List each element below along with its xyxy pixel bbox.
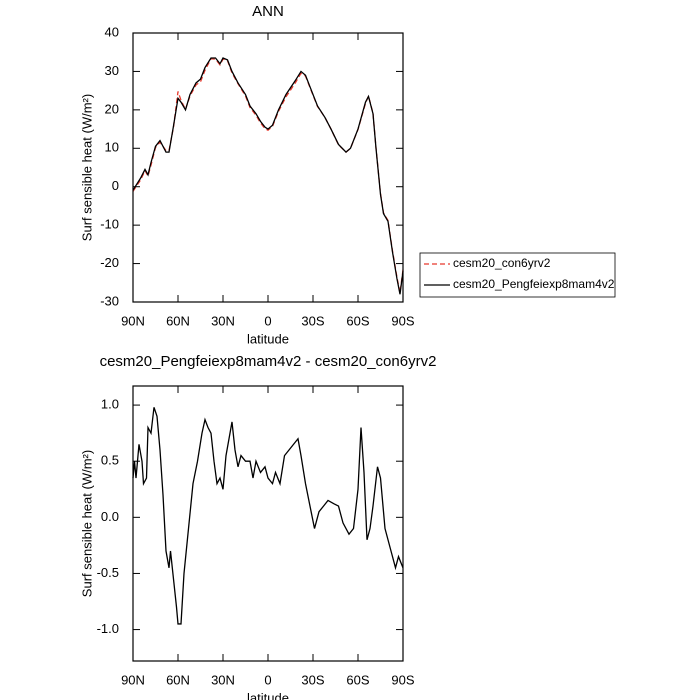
legend-label: cesm20_con6yrv2	[453, 256, 551, 270]
y-tick-label: -20	[100, 255, 119, 270]
legend-box	[419, 252, 616, 298]
x-tick-label: 60S	[346, 313, 369, 328]
y-tick-label: 0	[112, 178, 119, 193]
y-tick-label: 0.0	[101, 509, 119, 524]
data-line	[132, 57, 404, 295]
y-tick-label: -10	[100, 217, 119, 232]
x-tick-label: 0	[264, 313, 271, 328]
panel: ANN latitude Surf sensible heat (W/m²) 40 30…	[79, 3, 616, 346]
panel: cesm20_Pengfeiexp8mam4v2 - cesm20_con6yr…	[79, 353, 436, 700]
y-tick-label: 0.5	[101, 453, 119, 468]
data-line	[132, 407, 404, 625]
x-tick-label: 60N	[166, 672, 190, 687]
x-tick-label: 60S	[346, 672, 369, 687]
x-tick-label: 90N	[121, 313, 145, 328]
x-tick-label: 0	[264, 672, 271, 687]
x-axis-title: latitude	[247, 690, 289, 700]
chart-title: cesm20_Pengfeiexp8mam4v2 - cesm20_con6yr…	[100, 353, 437, 370]
y-axis-title: Surf sensible heat (W/m²)	[79, 450, 94, 597]
chart-title: ANN	[252, 3, 284, 20]
y-tick-label: 1.0	[101, 397, 119, 412]
y-tick-label: 40	[105, 24, 119, 39]
x-tick-label: 90S	[391, 313, 414, 328]
x-axis-title: latitude	[247, 331, 289, 346]
plot-frame	[132, 32, 404, 303]
x-tick-label: 30N	[211, 313, 235, 328]
x-tick-label: 90S	[391, 672, 414, 687]
x-tick-label: 30N	[211, 672, 235, 687]
data-line	[132, 58, 404, 293]
plot-frame	[132, 385, 404, 662]
x-tick-label: 30S	[301, 672, 324, 687]
y-tick-label: -30	[100, 293, 119, 308]
legend-label: cesm20_Pengfeiexp8mam4v2	[453, 277, 615, 291]
x-tick-label: 60N	[166, 313, 190, 328]
y-axis-title: Surf sensible heat (W/m²)	[79, 94, 94, 241]
x-tick-label: 90N	[121, 672, 145, 687]
y-tick-label: -1.0	[97, 621, 119, 636]
y-tick-label: 20	[105, 101, 119, 116]
y-tick-label: 30	[105, 63, 119, 78]
legend: cesm20_con6yrv2 cesm20_Pengfeiexp8mam4v2	[419, 252, 616, 298]
y-tick-label: -0.5	[97, 565, 119, 580]
x-tick-label: 30S	[301, 313, 324, 328]
y-tick-label: 10	[105, 140, 119, 155]
